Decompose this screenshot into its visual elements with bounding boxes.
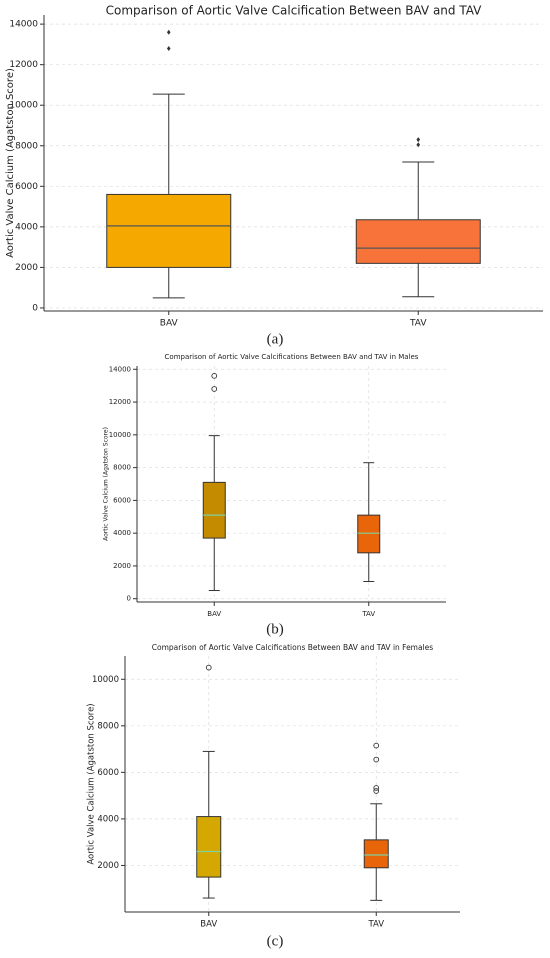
outlier (373, 742, 380, 749)
x-tick-label: BAV (200, 920, 217, 930)
y-tick-label: 6000 (113, 496, 131, 504)
outlier (373, 785, 380, 791)
box (363, 839, 389, 869)
y-tick-label: 4000 (113, 529, 131, 537)
y-tick-label: 14000 (109, 365, 131, 373)
x-tick-label: BAV (207, 610, 221, 618)
y-tick-label: 2000 (97, 861, 119, 871)
outlier (373, 788, 380, 794)
y-tick-label: 6000 (97, 768, 119, 778)
box (202, 481, 226, 539)
caption: (b) (266, 621, 284, 637)
y-tick-label: 8000 (15, 141, 38, 151)
box (357, 514, 381, 554)
chart-title: Comparison of Aortic Valve Calcification… (152, 643, 434, 652)
x-tick-label: TAV (361, 610, 375, 618)
y-axis-label: Aortic Valve Calcium (Agatston Score) (103, 427, 110, 541)
caption: (c) (267, 933, 284, 949)
y-tick-label: 4000 (97, 814, 119, 824)
outlier (211, 372, 218, 379)
y-tick-label: 8000 (97, 721, 119, 731)
y-tick-label: 0 (32, 303, 38, 313)
y-tick-label: 10000 (92, 675, 119, 685)
outlier (205, 664, 212, 671)
box (106, 193, 232, 268)
y-tick-label: 12000 (109, 398, 131, 406)
caption: (a) (267, 331, 284, 347)
y-tick-label: 2000 (15, 263, 38, 273)
outlier (373, 756, 380, 763)
outlier (416, 137, 421, 143)
y-tick-label: 12000 (9, 60, 38, 70)
outlier (416, 142, 421, 148)
outlier (211, 386, 218, 392)
y-tick-label: 8000 (113, 464, 131, 472)
chart-title: Comparison of Aortic Valve Calcification… (106, 4, 483, 18)
outlier (166, 29, 171, 35)
y-axis-label: Aortic Valve Calcium (Agatston Score) (87, 703, 97, 864)
y-tick-label: 0 (127, 595, 131, 603)
box (355, 219, 481, 264)
y-axis-label: Aortic Valve Calcium (Agatston Score) (5, 68, 16, 258)
y-tick-label: 10000 (9, 101, 38, 111)
x-tick-label: TAV (367, 920, 384, 930)
box (196, 816, 222, 878)
y-tick-label: 6000 (15, 182, 38, 192)
outlier (166, 45, 171, 51)
y-tick-label: 10000 (109, 431, 131, 439)
chart-title: Comparison of Aortic Valve Calcification… (165, 353, 419, 361)
y-tick-label: 2000 (113, 562, 131, 570)
x-tick-label: BAV (160, 319, 179, 329)
x-tick-label: TAV (409, 319, 427, 329)
y-tick-label: 4000 (15, 222, 38, 232)
y-tick-label: 14000 (9, 20, 38, 30)
